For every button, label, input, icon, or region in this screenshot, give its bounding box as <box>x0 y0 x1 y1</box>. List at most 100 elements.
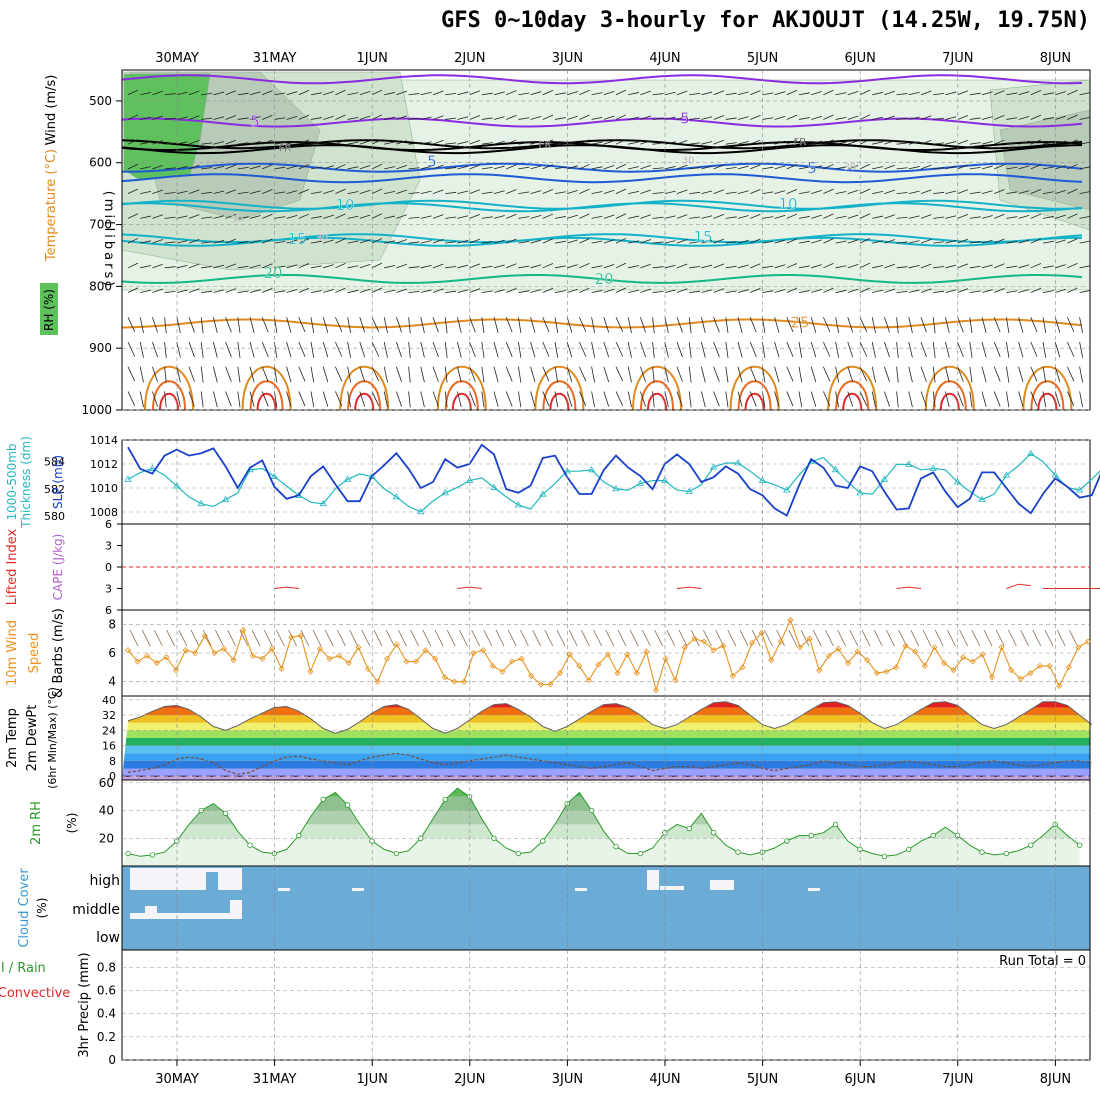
wind-barb <box>506 238 517 244</box>
wind-barb <box>615 163 627 170</box>
wind-barb <box>408 93 420 96</box>
wind-barb <box>1067 391 1075 407</box>
wind-barb <box>823 89 834 96</box>
wind-barb <box>152 115 163 120</box>
wind-barb <box>676 288 688 293</box>
cape-panel: 6 3 0 3 6 Lifted Index CAPE (J/kg) <box>5 518 1100 617</box>
wind-barb <box>957 115 969 120</box>
wind-barb <box>835 341 840 358</box>
wind-marker <box>912 648 919 655</box>
wind-barb <box>1042 391 1047 408</box>
wind-barb <box>1055 288 1066 293</box>
wind-barb <box>262 139 273 145</box>
wind-barb <box>542 188 554 195</box>
precip-panel: 0 0.2 0.4 0.6 0.8 Run Total = 0 Total / Rain Co… <box>0 949 1091 1067</box>
wind-marker <box>1017 675 1024 682</box>
wind-barb <box>567 288 578 293</box>
wind-barb <box>993 391 1001 407</box>
wind-barb <box>701 391 706 408</box>
wind-barb <box>1006 142 1018 145</box>
wind-marker <box>297 632 304 639</box>
wind-barb <box>237 191 249 195</box>
wind-barb <box>628 141 640 145</box>
wind-barb <box>835 290 847 293</box>
wind-barb <box>981 341 987 358</box>
wind-barb <box>835 265 847 269</box>
wind-barb <box>127 139 139 145</box>
wind-barb <box>774 190 786 195</box>
wind-barb <box>542 317 550 333</box>
wind-barb <box>1006 290 1018 293</box>
wind-barb <box>530 391 536 407</box>
wind-marker <box>470 649 477 657</box>
thickness-marker <box>978 495 986 503</box>
wind-barb <box>933 167 945 170</box>
wind-barb <box>713 341 720 358</box>
wind-marker <box>240 627 247 634</box>
wind-barb <box>178 629 188 647</box>
wind-barb <box>310 391 315 408</box>
wind-barb <box>640 391 646 407</box>
wind-barb <box>384 265 396 269</box>
wind-barb <box>359 140 371 145</box>
wind-barb <box>556 629 566 647</box>
wind-barb <box>786 213 798 219</box>
wind-barb <box>213 264 225 269</box>
wind-barb <box>530 140 542 145</box>
rh-marker <box>906 846 912 853</box>
wind-barb <box>994 288 1005 293</box>
wind-barb <box>615 287 627 293</box>
wind-barb <box>786 366 794 382</box>
wind-barb <box>603 317 610 333</box>
wind-barb <box>774 214 786 219</box>
wind-barb <box>140 116 152 120</box>
cloud-cell <box>575 888 587 891</box>
wind-marker <box>672 677 679 684</box>
wind-barb <box>310 166 322 170</box>
wind-axis-label-3: & Barbs (m/s) <box>51 608 66 698</box>
wind-barb <box>505 366 513 382</box>
temp-band <box>122 760 1090 769</box>
precip-conv-label: Convective <box>0 986 70 1001</box>
wind-barb <box>359 214 371 219</box>
wind-barb <box>933 92 945 96</box>
wind-barb <box>249 391 255 408</box>
wind-barb <box>810 366 817 383</box>
wind-barb <box>567 190 578 195</box>
wind-barb <box>140 166 152 170</box>
thickness-marker <box>636 479 645 486</box>
wind-barb <box>1055 165 1066 170</box>
wind-barb <box>1055 214 1066 219</box>
wind-barb <box>591 141 603 145</box>
wind-barb <box>408 241 420 244</box>
wind-barb <box>713 214 725 219</box>
wind-barb <box>676 140 688 145</box>
dewpoint-line <box>127 752 1092 775</box>
wind-barb <box>786 317 794 333</box>
thickness-marker <box>417 508 425 515</box>
wind-barb <box>969 366 973 383</box>
isotherm-label: FR <box>279 143 292 154</box>
wind-barb <box>1067 317 1075 333</box>
wind-barb <box>908 166 920 170</box>
rh-marker <box>296 832 302 839</box>
wind-barb <box>542 164 554 170</box>
wind-barb <box>444 366 448 383</box>
wind-barb <box>579 164 590 170</box>
wind-barb <box>225 317 232 333</box>
wind-barb <box>262 213 273 219</box>
wind-barb <box>920 263 932 269</box>
wind-marker <box>931 644 938 651</box>
wind-barb <box>286 116 298 120</box>
wind-barb <box>506 164 517 170</box>
date-label-bottom: 3JUN <box>552 1072 583 1087</box>
wind-barb <box>554 166 566 170</box>
wind-barb <box>298 287 310 293</box>
wind-barb <box>713 263 725 269</box>
wind-barb <box>554 391 559 408</box>
wind-barb <box>615 341 624 357</box>
wind-barb <box>615 89 627 96</box>
wind-barb <box>1079 341 1084 358</box>
wind-marker <box>700 638 708 645</box>
wind-marker <box>1084 638 1092 645</box>
